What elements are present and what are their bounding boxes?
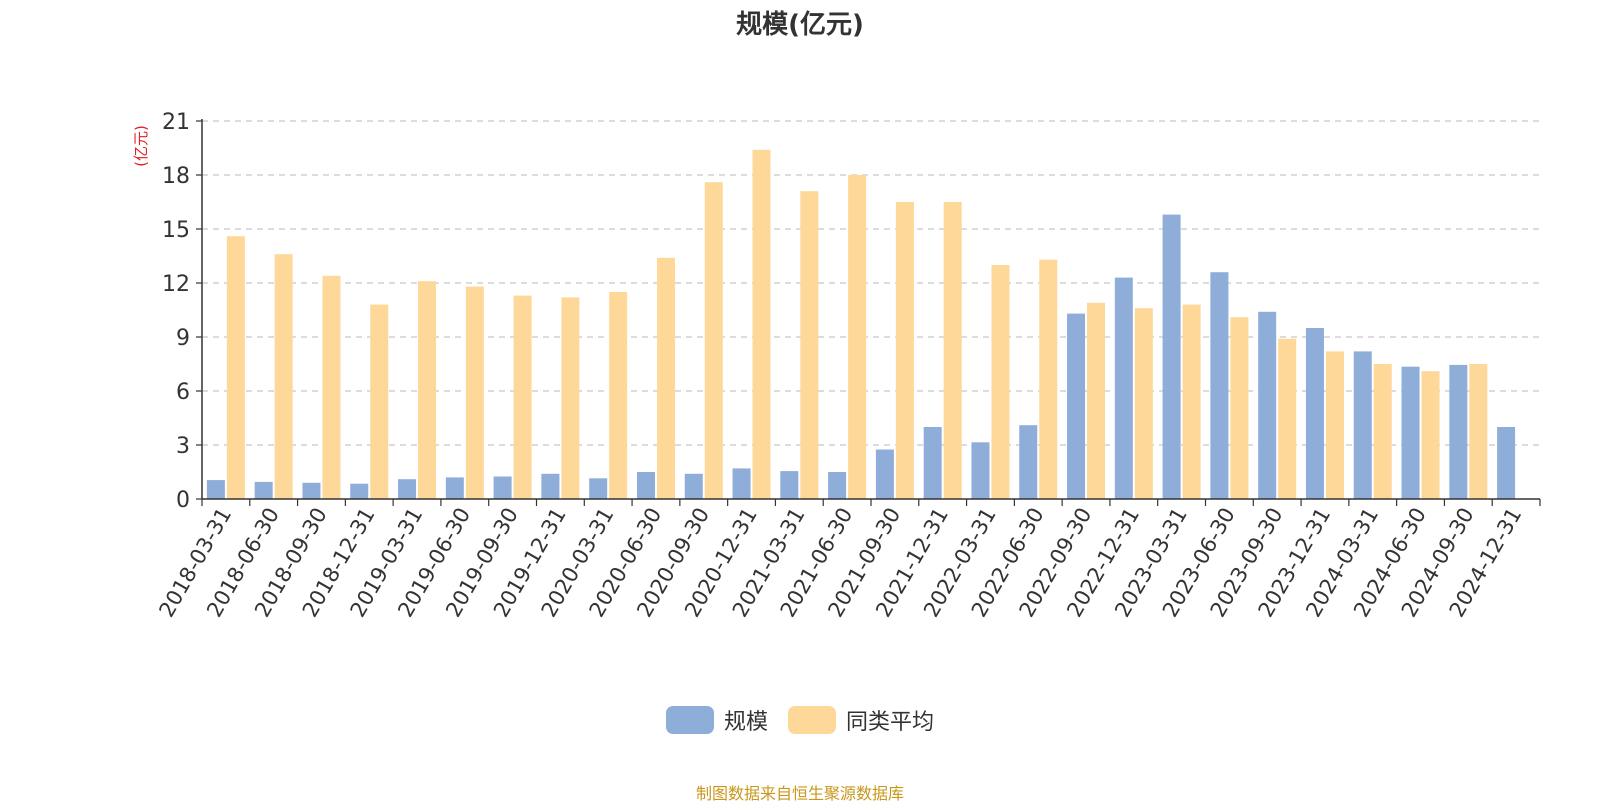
bar-scale (828, 472, 847, 499)
bar-scale (923, 427, 942, 499)
bar-scale (780, 471, 799, 499)
bar-scale (302, 482, 321, 499)
bar-scale (445, 477, 464, 499)
bar-category-average (226, 236, 245, 499)
bar-scale (1497, 427, 1516, 499)
bar-category-average (1278, 338, 1297, 499)
bar-category-average (656, 257, 675, 499)
bar-category-average (752, 149, 771, 500)
bar-category-average (704, 182, 723, 499)
bar-scale (636, 472, 655, 499)
y-tick-label: 21 (162, 110, 190, 135)
legend-swatch-scale (665, 706, 714, 734)
bar-scale (684, 473, 703, 499)
bar-scale (1114, 277, 1133, 499)
source-note: 制图数据来自恒生聚源数据库 (695, 784, 904, 803)
bar-scale (350, 483, 369, 499)
bar-scale (1019, 425, 1038, 499)
bar-category-average (609, 292, 628, 499)
bar-category-average (322, 275, 341, 499)
y-axis-title: (亿元) (132, 125, 150, 167)
bar-scale (732, 468, 751, 499)
bars (206, 149, 1516, 500)
y-tick-label: 18 (162, 164, 190, 189)
bar-category-average (274, 254, 293, 499)
legend-item-category-average[interactable]: 同类平均 (788, 704, 934, 736)
bar-category-average (1469, 364, 1488, 499)
bar-scale (1258, 311, 1277, 499)
bar-scale (1305, 328, 1324, 499)
bar-scale (1210, 272, 1229, 499)
legend-label-scale: 规模 (723, 710, 768, 735)
bar-scale (1162, 214, 1181, 499)
legend: 规模 同类平均 (0, 704, 1600, 736)
bar-scale (254, 481, 273, 499)
y-tick-label: 15 (162, 218, 190, 243)
bar-category-average (943, 202, 962, 499)
bar-scale (875, 449, 894, 499)
bar-scale (1067, 313, 1086, 499)
bar-scale (1401, 366, 1420, 499)
chart-title: 规模(亿元) (736, 10, 864, 40)
bar-category-average (418, 281, 437, 499)
bar-scale (971, 442, 990, 499)
y-tick-label: 0 (176, 488, 190, 513)
bar-category-average (561, 297, 580, 499)
y-tick-label: 6 (176, 380, 190, 405)
bar-category-average (800, 191, 819, 499)
bar-category-average (1373, 364, 1392, 499)
bar-category-average (1134, 308, 1153, 499)
bar-category-average (1230, 317, 1249, 499)
bar-category-average (465, 286, 484, 499)
bar-scale (206, 480, 225, 499)
legend-item-scale[interactable]: 规模 (665, 704, 768, 736)
bar-category-average (991, 265, 1010, 499)
bar-category-average (848, 175, 867, 499)
y-tick-label: 12 (162, 272, 190, 297)
bar-scale (589, 478, 608, 499)
y-tick-label: 9 (176, 326, 190, 351)
bar-category-average (370, 304, 389, 499)
bar-scale (493, 476, 512, 499)
legend-label-category-average: 同类平均 (846, 710, 935, 735)
bar-category-average (895, 202, 914, 499)
y-tick-label: 3 (176, 434, 190, 459)
bar-category-average (1039, 259, 1058, 499)
bar-scale (1353, 351, 1372, 499)
bar-category-average (1421, 371, 1440, 499)
bar-category-average (513, 295, 532, 499)
bar-scale (541, 473, 560, 499)
bar-scale (1449, 364, 1468, 499)
bar-category-average (1325, 351, 1344, 499)
bar-category-average (1182, 304, 1201, 499)
bar-category-average (1087, 302, 1106, 499)
legend-swatch-category-average (788, 706, 836, 734)
bar-scale (398, 479, 417, 499)
